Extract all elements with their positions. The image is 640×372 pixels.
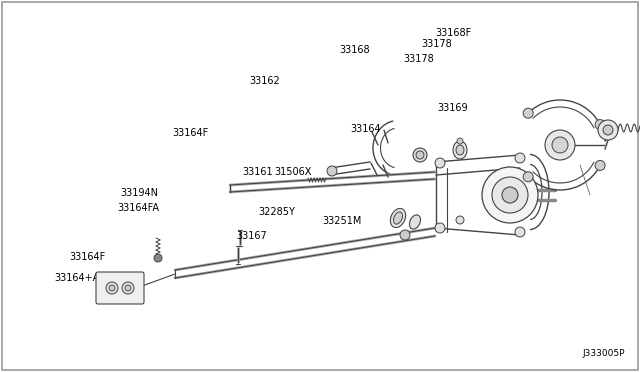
Circle shape [327,166,337,176]
FancyBboxPatch shape [96,272,144,304]
Circle shape [523,172,533,182]
Circle shape [125,285,131,291]
Circle shape [552,137,568,153]
Text: 33178: 33178 [403,54,434,64]
Text: 33161: 33161 [242,167,273,177]
Circle shape [456,216,464,224]
Text: 33164F: 33164F [69,252,106,262]
Text: 33178: 33178 [421,39,452,49]
Ellipse shape [453,141,467,159]
Text: 33164: 33164 [351,125,381,134]
Text: 33167: 33167 [237,231,268,241]
Circle shape [502,187,518,203]
Circle shape [515,153,525,163]
Text: 33168F: 33168F [435,28,472,38]
Circle shape [435,223,445,233]
Circle shape [545,130,575,160]
Circle shape [457,138,463,144]
Ellipse shape [456,145,464,155]
Text: 33168: 33168 [339,45,370,55]
Circle shape [482,167,538,223]
Circle shape [413,148,427,162]
Text: 33251M: 33251M [322,217,362,226]
Circle shape [523,108,533,118]
Ellipse shape [410,215,420,229]
Text: 33169: 33169 [437,103,468,113]
Text: 33164F: 33164F [173,128,209,138]
Circle shape [122,282,134,294]
Circle shape [492,177,528,213]
Text: 33162: 33162 [250,76,280,86]
Circle shape [603,125,613,135]
Circle shape [400,230,410,240]
Circle shape [595,119,605,129]
Text: 33164+A: 33164+A [54,273,100,283]
Text: 32285Y: 32285Y [258,207,295,217]
Circle shape [595,160,605,170]
Text: 33164FA: 33164FA [117,203,159,213]
Circle shape [435,158,445,168]
Text: J333005P: J333005P [582,349,625,358]
Text: 31506X: 31506X [274,167,311,177]
Circle shape [416,151,424,159]
Ellipse shape [390,208,406,228]
Circle shape [109,285,115,291]
Text: 33194N: 33194N [120,189,158,198]
Circle shape [515,227,525,237]
Circle shape [598,120,618,140]
Ellipse shape [394,212,403,224]
Circle shape [154,254,162,262]
Circle shape [106,282,118,294]
